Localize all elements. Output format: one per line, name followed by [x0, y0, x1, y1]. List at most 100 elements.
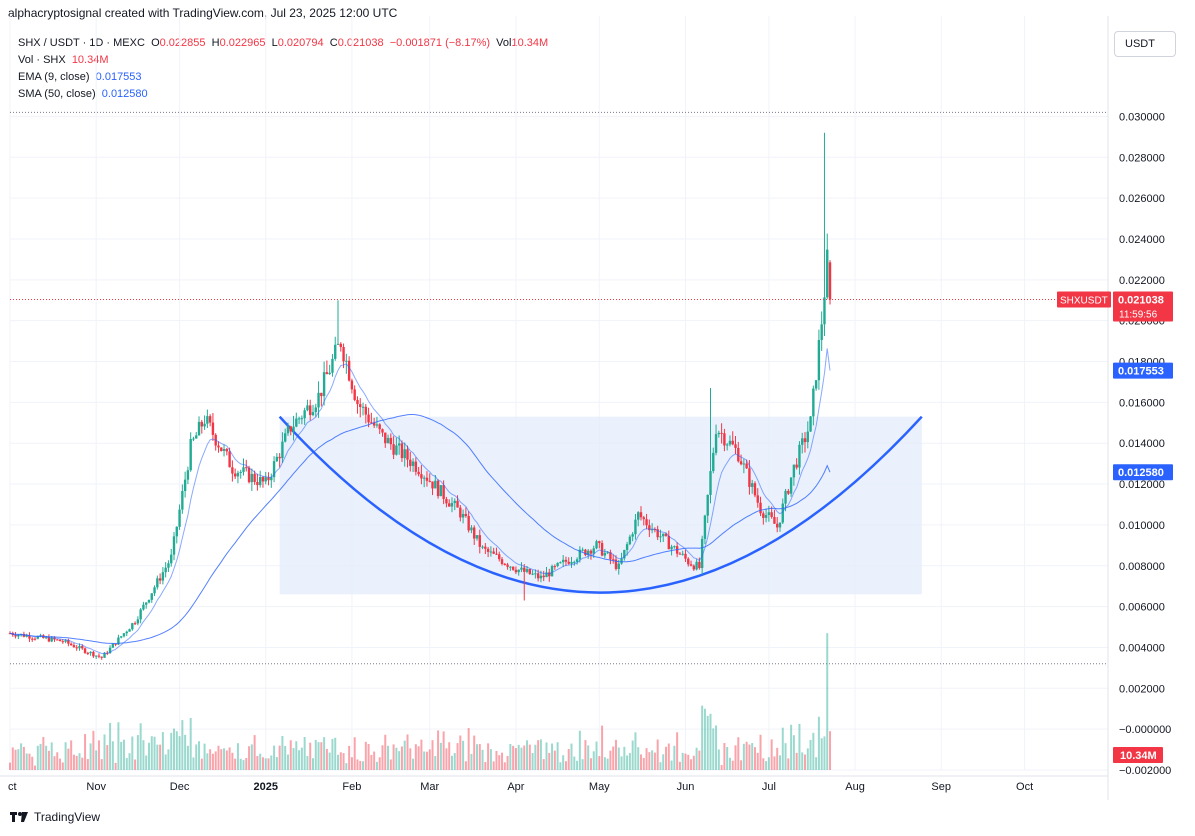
candle-body — [545, 572, 548, 578]
volume-bar — [192, 757, 195, 770]
legend-sma-row[interactable]: SMA (50, close) 0.012580 — [18, 86, 548, 103]
volume-bar — [701, 705, 704, 770]
ema-badge-text: 0.017553 — [1118, 366, 1164, 378]
volume-bar — [559, 762, 562, 770]
sma-badge-text: 0.012580 — [1118, 467, 1164, 479]
volume-bar — [75, 755, 78, 770]
currency-unit-button[interactable]: USDT — [1114, 31, 1176, 57]
candle-body — [336, 343, 340, 345]
volume-bar — [753, 747, 756, 770]
candle-body — [320, 392, 323, 397]
volume-bar — [723, 743, 726, 770]
candle-body — [8, 633, 12, 635]
volume-bar — [770, 739, 773, 770]
candle-body — [434, 480, 437, 489]
candle-body — [662, 533, 665, 537]
volume-bar — [34, 765, 37, 770]
volume-bar — [378, 757, 381, 770]
candle-body — [300, 418, 304, 420]
candle-body — [670, 546, 673, 550]
volume-bar — [256, 755, 259, 770]
volume-bar — [400, 746, 403, 770]
volume-bar — [384, 734, 387, 770]
candle-body — [156, 578, 159, 588]
volume-bar — [428, 749, 431, 770]
volume-bar — [286, 754, 289, 770]
volume-bar — [325, 748, 328, 770]
volume-bar — [773, 756, 776, 770]
volume-bar — [236, 743, 239, 770]
candle-body — [742, 463, 746, 465]
candle-body — [111, 643, 115, 648]
legend-symbol[interactable]: SHX / USDT · 1D · MEXC — [18, 37, 145, 49]
volume-bar — [314, 739, 317, 770]
legend-ema-row[interactable]: EMA (9, close) 0.017553 — [18, 69, 548, 86]
candle-body — [478, 535, 481, 547]
candle-body — [309, 405, 312, 416]
volume-bar — [534, 744, 537, 770]
volume-bar — [670, 760, 673, 770]
volume-bar — [209, 749, 212, 770]
volume-bar — [64, 742, 67, 770]
volume-bar — [97, 740, 100, 770]
candle-body — [195, 435, 198, 439]
volume-bar — [211, 753, 214, 770]
candle-body — [61, 641, 65, 643]
volume-bar — [267, 758, 270, 770]
candle-body — [798, 444, 801, 468]
candle-body — [445, 498, 448, 504]
volume-bar — [756, 752, 759, 770]
volume-bar — [692, 755, 695, 770]
candle-body — [700, 538, 704, 569]
candle-body — [422, 477, 426, 479]
volume-bar — [676, 732, 679, 770]
candle-body — [534, 573, 537, 575]
volume-bar — [528, 744, 531, 770]
candle-body — [303, 410, 306, 419]
candle-body — [64, 640, 67, 642]
candle-body — [222, 449, 226, 451]
price-tick-label: −0.002000 — [1119, 765, 1171, 777]
candle-body — [787, 490, 790, 494]
candle-body — [561, 559, 565, 563]
candle-body — [92, 651, 95, 657]
legend-sma-label: SMA (50, close) — [18, 88, 96, 100]
candle-body — [267, 477, 270, 481]
volume-bar — [106, 745, 109, 770]
volume-bar — [514, 748, 517, 770]
candle-body — [731, 440, 734, 445]
volume-bar — [584, 740, 587, 770]
candle-body — [145, 602, 148, 605]
volume-bar — [53, 756, 56, 770]
volume-bar — [167, 749, 170, 770]
volume-bar — [153, 736, 156, 770]
volume-bar — [667, 743, 670, 770]
volume-bar — [765, 761, 768, 770]
candle-body — [617, 563, 620, 569]
volume-bar — [417, 746, 420, 770]
volume-bar — [464, 761, 467, 770]
candle-body — [728, 440, 732, 445]
volume-bar — [626, 755, 629, 770]
volume-bar — [203, 743, 206, 770]
candle-body — [673, 546, 676, 548]
candle-body — [536, 573, 540, 579]
candle-body — [581, 549, 584, 551]
candle-body — [650, 529, 654, 531]
footer-brand: TradingView — [34, 810, 101, 824]
legend-volume-row[interactable]: Vol · SHX 10.34M — [18, 52, 548, 69]
price-tick-label: −0.000000 — [1119, 724, 1171, 736]
candle-body — [264, 477, 267, 482]
volume-bar — [114, 762, 117, 770]
candle-body — [625, 544, 629, 550]
candle-body — [531, 573, 534, 575]
volume-bar — [804, 754, 807, 770]
legend-high-value: 0.022965 — [219, 37, 266, 49]
candle-body — [200, 421, 204, 427]
time-tick-label: Apr — [507, 781, 524, 793]
candle-body — [183, 479, 187, 492]
volume-bar — [578, 730, 581, 770]
candle-body — [692, 565, 696, 570]
legend-sma-value: 0.012580 — [101, 88, 148, 100]
